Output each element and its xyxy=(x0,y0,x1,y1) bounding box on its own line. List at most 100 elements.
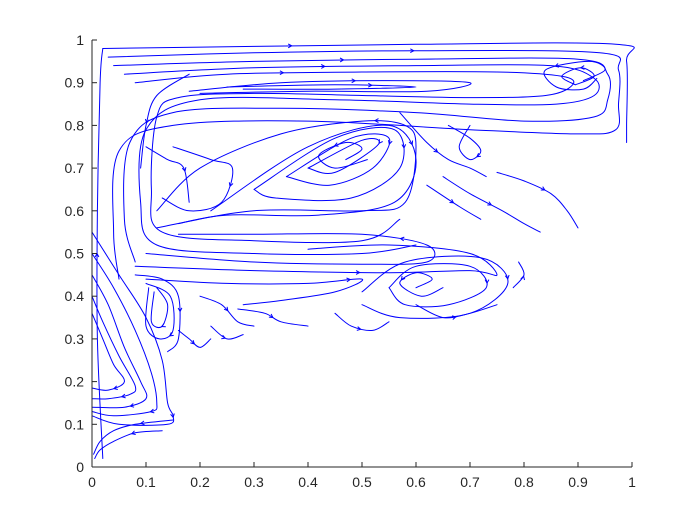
streamline-arrow xyxy=(320,64,326,69)
streamline-arrow xyxy=(373,118,379,123)
streamline-arrow xyxy=(356,326,362,331)
y-tick-label: 0.7 xyxy=(65,160,85,176)
streamline-arrow xyxy=(112,385,118,390)
streamline xyxy=(447,124,482,161)
streamline xyxy=(145,282,175,340)
streamline xyxy=(145,233,436,265)
streamline-arrow xyxy=(181,167,187,173)
streamline xyxy=(156,120,417,229)
streamline-arrow xyxy=(129,403,135,408)
streamline xyxy=(543,60,606,91)
streamline xyxy=(161,146,234,212)
streamline xyxy=(123,64,600,256)
streamline xyxy=(91,295,137,400)
streamline-arrow xyxy=(579,65,585,70)
x-tick-label: 0.3 xyxy=(244,474,264,490)
x-tick-label: 0.8 xyxy=(514,474,534,490)
streamline-arrow xyxy=(149,408,155,414)
streamline-arrow xyxy=(223,306,229,312)
streamline xyxy=(188,80,472,94)
x-tick-label: 0.5 xyxy=(352,474,372,490)
y-tick-label: 0.3 xyxy=(65,331,85,347)
x-tick-label: 0.9 xyxy=(568,474,588,490)
streamline xyxy=(285,133,391,186)
streamline xyxy=(91,253,158,417)
streamline xyxy=(399,272,444,297)
streamline-arrow xyxy=(228,182,234,188)
x-tick-label: 0.6 xyxy=(406,474,426,490)
streamline xyxy=(496,171,579,229)
x-tick-label: 0 xyxy=(88,474,96,490)
streamline-arrow xyxy=(355,270,361,275)
streamline xyxy=(91,312,125,391)
y-tick-label: 0.1 xyxy=(65,416,85,432)
streamline-arrow xyxy=(476,152,481,158)
streamline xyxy=(93,419,174,455)
streamline xyxy=(361,255,509,319)
streamline xyxy=(388,263,488,308)
x-ticks-group: 0 0.1 0.2 0.3 0.4 0.5 0.6 0.7 0.8 0.9 1 xyxy=(88,462,636,490)
y-tick-label: 0.5 xyxy=(65,246,85,262)
streamline xyxy=(134,71,575,244)
streamline xyxy=(399,112,487,178)
streamline xyxy=(145,146,190,203)
streamline-arrow xyxy=(487,201,493,206)
streamline-arrow xyxy=(520,275,525,281)
streamline-arrow xyxy=(287,43,293,49)
streamline-arrow xyxy=(190,339,196,345)
streamline-arrow xyxy=(168,332,174,337)
y-tick-label: 0.2 xyxy=(65,374,85,390)
streamline-arrow xyxy=(130,430,136,435)
x-tick-label: 0.7 xyxy=(460,474,480,490)
streamline-arrow xyxy=(120,393,126,399)
streamline-arrow xyxy=(139,420,145,426)
streamline-arrow xyxy=(268,313,274,319)
streamline xyxy=(134,244,498,277)
streamline xyxy=(512,261,525,289)
y-tick-label: 0.9 xyxy=(65,75,85,91)
streamline-arrow xyxy=(554,63,560,68)
streamline xyxy=(210,325,244,340)
streamline-arrow xyxy=(399,236,405,242)
streamline xyxy=(102,42,635,143)
streamline-arrow xyxy=(170,413,175,419)
streamline-arrow xyxy=(451,315,457,320)
streamline-arrow xyxy=(221,334,227,340)
streamline-arrow xyxy=(484,279,490,285)
y-tick-label: 0.8 xyxy=(65,117,85,133)
streamline-arrow xyxy=(410,48,415,54)
streamline xyxy=(318,141,368,169)
streamline xyxy=(226,84,417,90)
streamline xyxy=(94,430,163,459)
streamline-arrow xyxy=(388,140,393,146)
x-tick-label: 1 xyxy=(628,474,636,490)
streamlines-group xyxy=(91,42,635,459)
streamline-arrow xyxy=(160,323,166,328)
x-tick-label: 0.4 xyxy=(298,474,318,490)
streamline xyxy=(140,73,190,169)
streamline-arrow xyxy=(346,277,352,283)
y-tick-label: 0.6 xyxy=(65,203,85,219)
x-tick-label: 0.2 xyxy=(190,474,210,490)
y-tick-label: 1 xyxy=(76,32,84,48)
streamline-arrow xyxy=(333,142,339,147)
y-ticks-group: 0 0.1 0.2 0.3 0.4 0.5 0.6 0.7 0.8 0.9 1 xyxy=(65,32,97,475)
streamline-arrow xyxy=(177,307,183,313)
streamline xyxy=(96,48,104,459)
streamline-arrow xyxy=(279,70,285,76)
streamline xyxy=(177,329,212,348)
streamline xyxy=(113,57,611,263)
streamline xyxy=(177,124,417,225)
streamline xyxy=(150,287,169,328)
streamline-arrow xyxy=(401,144,407,149)
streamline-arrow xyxy=(433,148,439,153)
streamline-arrow xyxy=(408,140,414,146)
streamline xyxy=(145,278,364,306)
streamline xyxy=(307,138,380,174)
streamline-arrow xyxy=(367,82,373,88)
y-tick-label: 0.4 xyxy=(65,288,85,304)
y-tick-label: 0 xyxy=(76,459,84,475)
streamline xyxy=(253,127,405,202)
streamline xyxy=(426,184,482,220)
